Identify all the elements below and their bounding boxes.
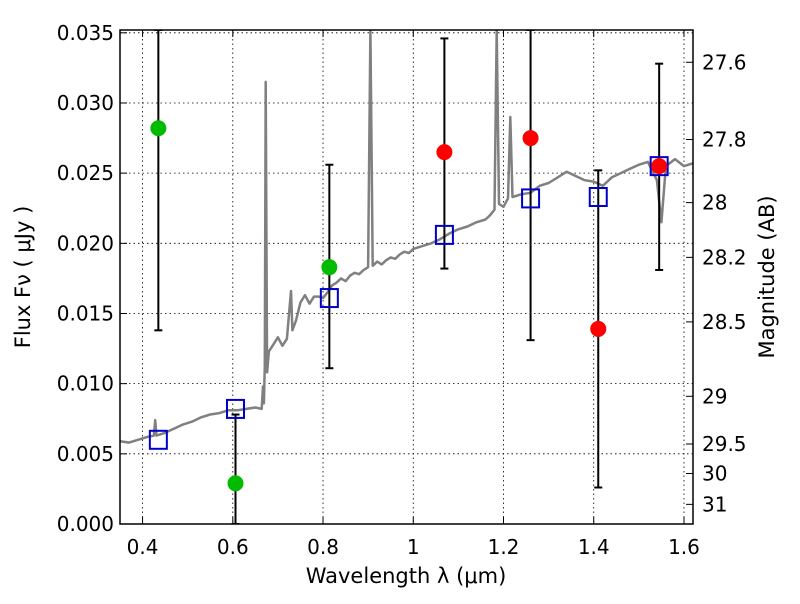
x-tick-label: 0.4 [127, 535, 159, 559]
observed-point [522, 130, 539, 147]
right-tick-label: 27.8 [702, 127, 747, 151]
right-tick-label: 29 [702, 384, 727, 408]
right-tick-label: 31 [702, 492, 727, 516]
x-axis-label: Wavelength λ (μm) [306, 564, 507, 588]
y-axis-label: Flux Fν ( μJy ) [11, 206, 35, 349]
observed-point [321, 259, 338, 276]
right-tick-label: 29.5 [702, 432, 747, 456]
observed-photometry-points [150, 120, 668, 492]
model-photometry-box [319, 288, 339, 309]
axes: 0.4 0.6 0.8 1 1.2 1.4 1.6 0.000 0.005 0.010 0.015 0… [57, 21, 747, 559]
observed-point [436, 144, 453, 161]
observed-point [651, 158, 668, 175]
y-tick-label: 0.025 [57, 161, 114, 185]
x-tick-label: 0.6 [217, 535, 249, 559]
y-tick-label: 0.010 [57, 372, 114, 396]
model-photometry-box [588, 187, 608, 208]
x-tick-label: 0.8 [307, 535, 339, 559]
model-photometry-box [521, 188, 541, 209]
x-tick-label: 1 [407, 535, 420, 559]
x-tick-label: 1.6 [668, 535, 700, 559]
y-tick-label: 0.000 [57, 512, 114, 536]
right-tick-label: 27.6 [702, 50, 747, 74]
right-tick-label: 28.5 [702, 310, 747, 334]
observed-point [227, 475, 244, 492]
observed-point [590, 320, 607, 337]
right-tick-label: 30 [702, 461, 727, 485]
y-tick-label: 0.020 [57, 231, 114, 255]
model-photometry-box [148, 429, 168, 450]
model-photometry-box [649, 156, 669, 177]
plot-frame [119, 29, 694, 525]
x-tick-label: 1.2 [488, 535, 520, 559]
right-tick-label: 28 [702, 191, 727, 215]
y-tick-label: 0.005 [57, 442, 114, 466]
right-tick-label: 28.2 [702, 245, 747, 269]
y-tick-label: 0.030 [57, 91, 114, 115]
model-photometry-box [434, 224, 454, 245]
plot-area [120, 30, 693, 524]
model-photometry-box [226, 398, 246, 419]
x-tick-label: 1.4 [578, 535, 610, 559]
y-tick-label: 0.035 [57, 21, 114, 45]
observed-point [150, 120, 167, 137]
model-photometry-boxes [148, 156, 669, 450]
y-tick-label: 0.015 [57, 301, 114, 325]
right-y-axis-label: Magnitude (AB) [755, 195, 779, 358]
